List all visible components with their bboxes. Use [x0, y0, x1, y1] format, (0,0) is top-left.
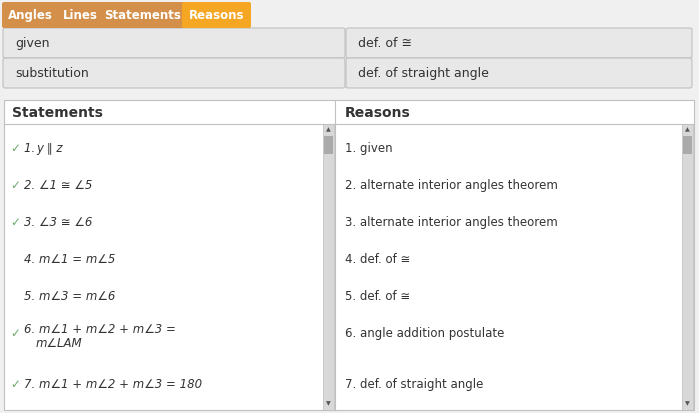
- FancyBboxPatch shape: [4, 100, 694, 410]
- Text: 2. alternate interior angles theorem: 2. alternate interior angles theorem: [345, 179, 558, 192]
- Text: 6. m∠1 + m∠2 + m∠3 =: 6. m∠1 + m∠2 + m∠3 =: [24, 323, 176, 336]
- Text: Statements: Statements: [12, 106, 103, 120]
- Text: 7. def. of straight angle: 7. def. of straight angle: [345, 378, 484, 391]
- FancyBboxPatch shape: [324, 136, 333, 154]
- Text: 2. ∠1 ≅ ∠5: 2. ∠1 ≅ ∠5: [24, 179, 92, 192]
- Text: y ∥ z: y ∥ z: [36, 142, 62, 155]
- Text: def. of ≅: def. of ≅: [358, 37, 412, 50]
- Text: 4. def. of ≅: 4. def. of ≅: [345, 253, 410, 266]
- Text: Reasons: Reasons: [345, 106, 411, 120]
- Text: ✓: ✓: [10, 179, 20, 192]
- FancyBboxPatch shape: [182, 2, 251, 28]
- FancyBboxPatch shape: [102, 2, 184, 28]
- Text: m∠LAM: m∠LAM: [36, 337, 82, 350]
- Text: ▼: ▼: [326, 401, 331, 406]
- FancyBboxPatch shape: [3, 28, 345, 58]
- Text: 5. def. of ≅: 5. def. of ≅: [345, 290, 410, 303]
- Text: 1. given: 1. given: [345, 142, 393, 155]
- FancyBboxPatch shape: [682, 124, 693, 410]
- Text: 1.: 1.: [24, 142, 39, 155]
- Text: 5. m∠3 = m∠6: 5. m∠3 = m∠6: [24, 290, 115, 303]
- Text: ✓: ✓: [10, 142, 20, 155]
- FancyBboxPatch shape: [346, 28, 692, 58]
- Text: def. of straight angle: def. of straight angle: [358, 67, 489, 80]
- Text: Statements: Statements: [105, 9, 182, 22]
- Text: given: given: [15, 37, 50, 50]
- Text: 3. alternate interior angles theorem: 3. alternate interior angles theorem: [345, 216, 558, 229]
- Text: ✓: ✓: [10, 378, 20, 391]
- Text: substitution: substitution: [15, 67, 89, 80]
- FancyBboxPatch shape: [56, 2, 104, 28]
- Text: 3. ∠3 ≅ ∠6: 3. ∠3 ≅ ∠6: [24, 216, 92, 229]
- Text: ▲: ▲: [685, 128, 690, 133]
- FancyBboxPatch shape: [346, 58, 692, 88]
- Text: ▲: ▲: [326, 128, 331, 133]
- Text: ✓: ✓: [10, 327, 20, 340]
- Text: Lines: Lines: [63, 9, 97, 22]
- Text: Angles: Angles: [8, 9, 52, 22]
- FancyBboxPatch shape: [683, 136, 692, 154]
- Text: 6. angle addition postulate: 6. angle addition postulate: [345, 327, 505, 340]
- Text: 7. m∠1 + m∠2 + m∠3 = 180: 7. m∠1 + m∠2 + m∠3 = 180: [24, 378, 202, 391]
- Text: Reasons: Reasons: [189, 9, 244, 22]
- Text: ▼: ▼: [685, 401, 690, 406]
- FancyBboxPatch shape: [2, 2, 58, 28]
- FancyBboxPatch shape: [3, 58, 345, 88]
- Text: 4. m∠1 = m∠5: 4. m∠1 = m∠5: [24, 253, 115, 266]
- FancyBboxPatch shape: [323, 124, 334, 410]
- Text: ✓: ✓: [10, 216, 20, 229]
